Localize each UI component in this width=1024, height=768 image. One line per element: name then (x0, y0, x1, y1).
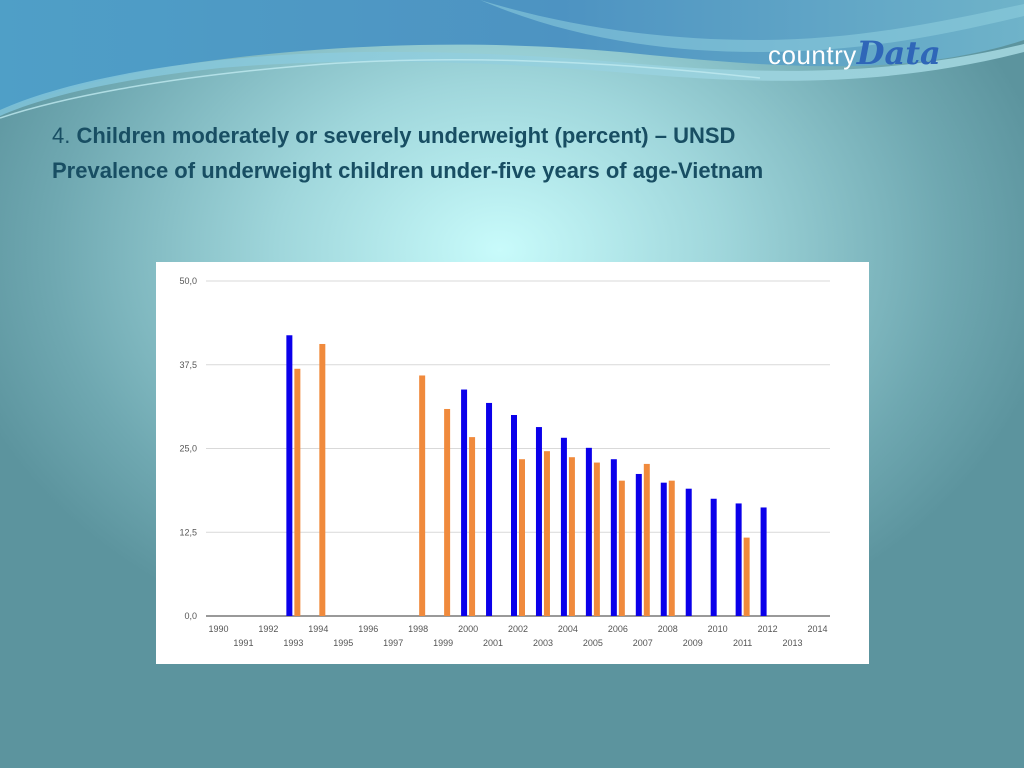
bar-1993-series-2 (294, 368, 301, 616)
slide-title-line1: 4. Children moderately or severely under… (52, 118, 952, 153)
x-tick-label: 2012 (758, 624, 778, 634)
bar-2011-series-1 (735, 503, 742, 616)
x-tick-label: 2008 (658, 624, 678, 634)
bar-2002-series-2 (519, 459, 525, 616)
slide-subtitle-text: Prevalence of underweight children under… (52, 158, 764, 183)
bar-2003-series-1 (535, 427, 542, 616)
x-axis-ticks: 1990 1992 1994 1996 1998 2000 2002 2004 2006 2008… (208, 624, 827, 648)
bar-chart: 0,0 12,5 25,0 37,5 50,0 1990 1992 1994 1996 1998… (179, 276, 830, 648)
x-tick-label: 2009 (683, 638, 703, 648)
bar-2007-series-2 (643, 463, 650, 616)
bar-2009-series-1 (685, 488, 692, 616)
x-tick-label: 2005 (583, 638, 603, 648)
x-tick-label: 1996 (358, 624, 378, 634)
x-tick-label: 2011 (733, 638, 752, 648)
chart-panel: 0,0 12,5 25,0 37,5 50,0 1990 1992 1994 1996 1998… (156, 262, 869, 664)
bar-1993-series-1 (286, 335, 293, 616)
x-tick-label: 1990 (208, 624, 228, 634)
chart-bars (286, 335, 767, 616)
x-tick-label: 1993 (283, 638, 303, 648)
y-tick-label: 37,5 (179, 360, 197, 370)
countrydata-logo: country Data (768, 34, 941, 74)
x-tick-label: 2004 (558, 624, 578, 634)
bar-2003-series-2 (543, 451, 550, 616)
x-tick-label: 2001 (483, 638, 503, 648)
bar-2011-series-2 (743, 537, 750, 616)
x-tick-label: 2002 (508, 624, 528, 634)
x-tick-label: 2013 (783, 638, 803, 648)
slide-title-number: 4. (52, 123, 77, 148)
x-tick-label: 1994 (308, 624, 328, 634)
slide-title-line2: Prevalence of underweight children under… (52, 153, 952, 188)
y-tick-label: 50,0 (179, 276, 197, 286)
x-tick-label: 2010 (708, 624, 728, 634)
y-tick-label: 0,0 (184, 611, 197, 621)
x-tick-label: 2007 (633, 638, 653, 648)
bar-2006-series-2 (618, 480, 625, 616)
chart-gridlines (206, 280, 830, 617)
x-tick-label: 1991 (233, 638, 253, 648)
bar-2010-series-1 (710, 498, 717, 616)
bar-1998-series-2 (419, 375, 426, 616)
slide-title-text: Children moderately or severely underwei… (76, 123, 736, 148)
x-tick-label: 2003 (533, 638, 553, 648)
header-wave-decoration (0, 0, 1024, 119)
slide-title: 4. Children moderately or severely under… (52, 118, 952, 188)
logo-text-data: Data (856, 34, 941, 72)
bar-2001-series-1 (486, 402, 493, 616)
x-tick-label: 2006 (608, 624, 628, 634)
x-tick-label: 2000 (458, 624, 478, 634)
bar-1999-series-2 (444, 408, 451, 616)
bar-2004-series-2 (568, 457, 575, 616)
bar-2002-series-1 (511, 415, 517, 616)
bar-2008-series-1 (660, 482, 667, 616)
logo-text-country: country (768, 40, 857, 70)
x-tick-label: 1998 (408, 624, 428, 634)
x-tick-label: 1992 (258, 624, 278, 634)
x-tick-label: 1995 (333, 638, 353, 648)
x-tick-label: 1999 (433, 638, 453, 648)
y-tick-label: 12,5 (179, 527, 197, 537)
bar-2006-series-1 (610, 459, 617, 616)
bar-2000-series-1 (461, 389, 468, 616)
bar-2012-series-1 (760, 507, 767, 616)
y-tick-label: 25,0 (179, 444, 197, 454)
bar-2005-series-2 (593, 462, 600, 616)
bar-2005-series-1 (585, 447, 592, 616)
bar-2004-series-1 (560, 437, 567, 616)
x-tick-label: 2014 (808, 624, 828, 634)
y-axis-ticks: 0,0 12,5 25,0 37,5 50,0 (179, 276, 197, 621)
bar-2008-series-2 (668, 480, 675, 616)
bar-2000-series-2 (469, 437, 476, 616)
bar-2007-series-1 (635, 473, 642, 616)
x-tick-label: 1997 (383, 638, 403, 648)
bar-1994-series-2 (319, 343, 326, 616)
